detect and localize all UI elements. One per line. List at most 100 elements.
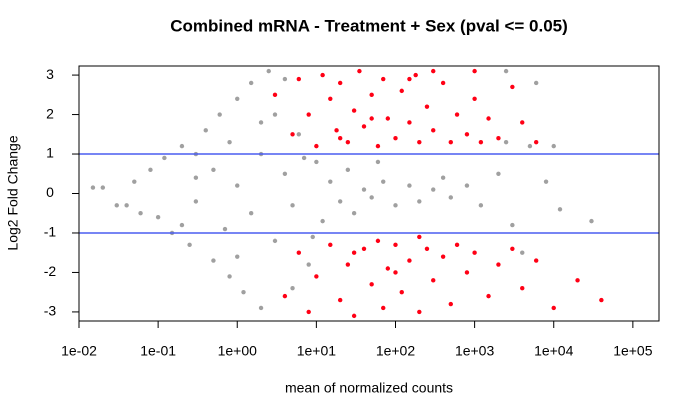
point bbox=[533, 139, 539, 145]
point bbox=[431, 278, 436, 283]
point bbox=[235, 254, 240, 259]
point bbox=[114, 203, 119, 208]
point bbox=[320, 72, 325, 78]
point bbox=[361, 187, 367, 192]
point bbox=[334, 128, 339, 133]
point bbox=[393, 270, 398, 275]
y-tick-label: -3 bbox=[44, 303, 57, 319]
point bbox=[282, 171, 288, 176]
point bbox=[510, 246, 515, 251]
point bbox=[314, 159, 319, 165]
point bbox=[227, 139, 232, 145]
y-tick-label: 3 bbox=[46, 66, 54, 82]
point bbox=[222, 226, 228, 232]
point bbox=[351, 108, 357, 113]
point bbox=[381, 179, 386, 184]
point bbox=[235, 183, 240, 188]
x-axis-label: mean of normalized counts bbox=[285, 380, 453, 396]
point bbox=[520, 250, 525, 255]
point bbox=[248, 80, 254, 86]
point bbox=[179, 222, 185, 228]
point bbox=[361, 246, 367, 251]
point bbox=[464, 270, 470, 275]
point bbox=[486, 116, 491, 121]
point bbox=[162, 155, 167, 161]
point bbox=[132, 179, 137, 184]
point bbox=[478, 139, 484, 145]
point bbox=[282, 76, 288, 82]
point bbox=[417, 234, 422, 240]
point bbox=[472, 96, 477, 101]
point bbox=[100, 185, 106, 190]
point bbox=[381, 76, 386, 82]
point bbox=[217, 112, 222, 117]
point bbox=[510, 222, 515, 228]
x-tick-label: 1e+02 bbox=[376, 343, 416, 359]
point bbox=[306, 262, 311, 267]
point bbox=[599, 297, 604, 303]
point bbox=[282, 293, 288, 299]
point bbox=[138, 211, 143, 216]
point bbox=[381, 305, 386, 311]
point bbox=[369, 116, 374, 121]
point bbox=[413, 72, 418, 78]
point bbox=[399, 88, 404, 94]
x-tick-label: 1e-01 bbox=[140, 343, 176, 359]
point bbox=[320, 218, 325, 224]
point bbox=[431, 187, 436, 192]
point bbox=[203, 128, 208, 133]
point bbox=[306, 309, 311, 315]
point bbox=[496, 262, 501, 267]
point bbox=[472, 250, 477, 255]
point bbox=[551, 305, 556, 311]
point bbox=[543, 179, 549, 184]
point bbox=[551, 143, 556, 149]
point bbox=[385, 266, 391, 271]
point bbox=[235, 96, 240, 101]
point bbox=[248, 211, 254, 216]
point bbox=[369, 195, 374, 200]
point bbox=[533, 80, 539, 86]
y-tick-label: 2 bbox=[46, 105, 54, 121]
point bbox=[424, 104, 430, 109]
point bbox=[464, 132, 470, 137]
point bbox=[328, 179, 333, 184]
point bbox=[496, 136, 501, 141]
point bbox=[575, 278, 580, 283]
point bbox=[454, 112, 460, 117]
point bbox=[431, 128, 436, 133]
point bbox=[448, 139, 453, 145]
point bbox=[369, 92, 374, 98]
point bbox=[533, 258, 539, 263]
point bbox=[328, 242, 333, 248]
point bbox=[393, 203, 398, 208]
point bbox=[179, 143, 185, 149]
x-tick-label: 1e+04 bbox=[534, 343, 574, 359]
point bbox=[211, 167, 216, 173]
x-tick-label: 1e+00 bbox=[218, 343, 258, 359]
point bbox=[187, 242, 192, 248]
point bbox=[417, 199, 422, 204]
point bbox=[375, 143, 381, 149]
point bbox=[337, 136, 343, 141]
point bbox=[478, 203, 484, 208]
point bbox=[464, 183, 470, 188]
point bbox=[369, 282, 374, 287]
y-tick-label: 1 bbox=[46, 145, 54, 161]
point bbox=[124, 203, 129, 208]
point bbox=[337, 297, 343, 303]
point bbox=[328, 96, 333, 101]
y-tick-label: -2 bbox=[44, 263, 57, 279]
point bbox=[503, 139, 509, 145]
point bbox=[272, 112, 278, 117]
point bbox=[417, 309, 422, 315]
plot-frame bbox=[78, 65, 660, 322]
point bbox=[527, 143, 533, 149]
point bbox=[258, 305, 264, 311]
point bbox=[510, 84, 515, 90]
plot-area bbox=[79, 68, 659, 319]
point bbox=[306, 112, 311, 117]
point bbox=[448, 195, 453, 200]
point bbox=[90, 185, 96, 190]
